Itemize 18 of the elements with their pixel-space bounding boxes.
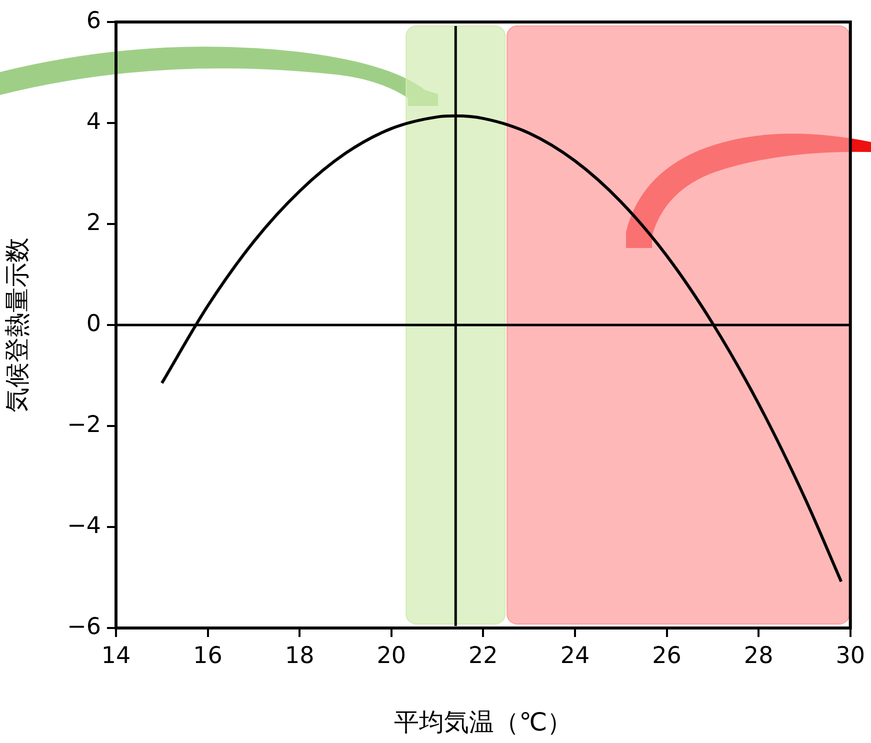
x-tick-label: 14 — [101, 642, 131, 669]
x-tick-label: 24 — [560, 642, 590, 669]
y-tick-label: −6 — [67, 614, 101, 640]
x-tick-label: 18 — [284, 642, 314, 669]
y-axis-title: 気候登熱量示数 — [2, 238, 32, 412]
x-tick-label: 28 — [744, 642, 774, 669]
y-tick-label: 2 — [86, 210, 101, 236]
x-axis-title: 平均気温（℃） — [394, 708, 572, 736]
y-tick-label: 0 — [86, 310, 101, 337]
x-tick-label: 30 — [836, 642, 866, 669]
x-tick-label: 26 — [652, 642, 682, 669]
y-tick-label: −4 — [67, 512, 101, 539]
x-tick-label: 22 — [468, 642, 498, 669]
y-tick-label: 4 — [86, 108, 101, 135]
y-tick-label: 6 — [86, 8, 101, 34]
y-tick-label: −2 — [67, 412, 101, 438]
x-tick-label: 16 — [193, 642, 222, 669]
x-tick-label: 20 — [376, 642, 406, 669]
